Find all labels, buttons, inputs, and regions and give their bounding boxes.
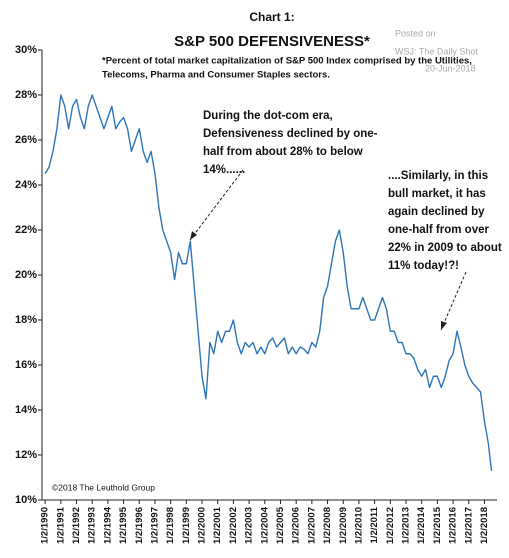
arrow — [189, 169, 244, 241]
x-tick-label: 1/2/1998 — [165, 507, 176, 544]
x-tick-label: 1/2/2004 — [259, 506, 270, 544]
y-tick-label: 14% — [15, 404, 37, 416]
x-tick-label: 1/2/2008 — [322, 507, 333, 544]
x-tick-label: 1/2/2013 — [401, 507, 412, 544]
arrow — [440, 271, 467, 331]
x-tick-label: 1/2/2015 — [432, 506, 443, 544]
x-tick-label: 1/2/1997 — [149, 507, 160, 544]
y-tick-label: 28% — [15, 89, 37, 101]
annotation: half from about 28% to below — [203, 146, 363, 158]
watermark: WSJ: The Daily Shot — [395, 46, 478, 56]
x-tick-label: 1/2/1999 — [181, 507, 192, 544]
x-tick-label: 1/2/2000 — [197, 507, 208, 544]
arrow-head — [190, 231, 197, 240]
x-tick-label: 1/2/1990 — [40, 507, 51, 544]
annotation: again declined by — [388, 206, 485, 218]
x-tick-label: 1/2/1992 — [71, 507, 82, 544]
y-tick-label: 24% — [15, 179, 37, 191]
x-tick-label: 1/2/2012 — [385, 507, 396, 544]
x-tick-label: 1/2/2018 — [479, 507, 490, 544]
note: *Percent of total market capitalization … — [102, 56, 472, 67]
x-tick-label: 1/2/1996 — [134, 507, 145, 544]
y-tick-label: 26% — [15, 134, 37, 146]
annotation: 14%...... — [203, 164, 245, 176]
annotation: ....Similarly, in this — [388, 170, 488, 182]
y-tick-label: 18% — [15, 314, 37, 326]
y-tick-label: 16% — [15, 359, 37, 371]
annotation: one-half from over — [388, 224, 489, 236]
watermark: 20-Jun-2018 — [425, 63, 476, 73]
annotation: 22% in 2009 to about — [388, 242, 502, 254]
annotation: During the dot-com era, — [203, 110, 333, 122]
x-tick-label: 1/2/2003 — [244, 507, 255, 544]
y-tick-label: 30% — [15, 44, 37, 56]
x-tick-label: 1/2/2006 — [291, 507, 302, 544]
annotation: 11% today!?! — [388, 260, 459, 272]
chart-label: Chart 1: — [249, 10, 294, 24]
x-tick-label: 1/2/2011 — [369, 506, 380, 543]
y-tick-label: 12% — [15, 449, 37, 461]
x-tick-label: 1/2/2002 — [228, 507, 239, 544]
annotation: Defensiveness declined by one- — [203, 128, 378, 140]
line — [44, 94, 493, 471]
x-tick-label: 1/2/2010 — [353, 507, 364, 544]
x-tick-label: 1/2/1994 — [102, 506, 113, 544]
arrow-head — [441, 321, 447, 330]
x-tick-label: 1/2/2017 — [463, 507, 474, 544]
x-tick-label: 1/2/2014 — [416, 506, 427, 544]
watermark: Posted on — [395, 28, 436, 38]
x-tick-label: 1/2/2009 — [338, 507, 349, 544]
chart-title: S&P 500 DEFENSIVENESS* — [174, 33, 370, 50]
x-tick-label: 1/2/1993 — [87, 507, 98, 544]
annotation: bull market, it has — [388, 188, 486, 200]
x-tick-label: 1/2/2007 — [306, 507, 317, 544]
x-tick-label: 1/2/2016 — [448, 507, 459, 544]
y-tick-label: 20% — [15, 269, 37, 281]
note: Telecoms, Pharma and Consumer Staples se… — [102, 70, 330, 81]
x-tick-label: 1/2/2001 — [212, 506, 223, 544]
source: ©2018 The Leuthold Group — [52, 482, 155, 492]
x-tick-label: 1/2/2005 — [275, 506, 286, 544]
x-tick-label: 1/2/1995 — [118, 506, 129, 544]
y-tick-label: 10% — [15, 494, 37, 506]
y-tick-label: 22% — [15, 224, 37, 236]
x-tick-label: 1/2/1991 — [55, 506, 66, 544]
